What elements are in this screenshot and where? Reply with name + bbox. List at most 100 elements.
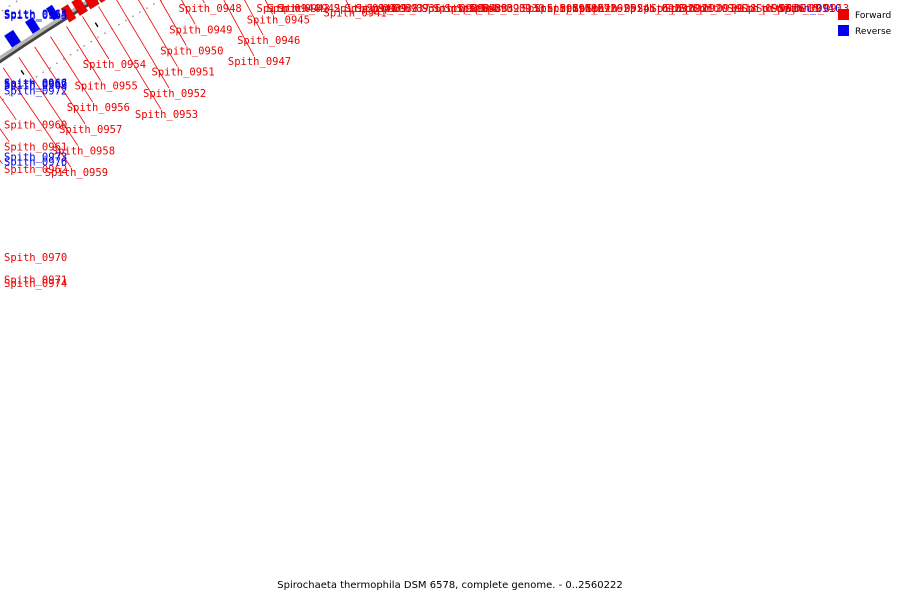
gene-label: Spith_0952 <box>143 88 206 100</box>
reverse-strand-genes <box>3 4 60 48</box>
gene-label: Spith_0919 <box>679 3 742 15</box>
gene-block <box>99 0 107 4</box>
gene-block <box>3 29 22 48</box>
track-dot <box>28 80 31 83</box>
gene-label: Spith_0940 <box>334 3 397 15</box>
leader-line <box>34 46 86 125</box>
gene-label: Spith_0923 <box>624 3 687 15</box>
gene-label: Spith_0945 <box>247 14 310 26</box>
gene-label: Spith_0974 <box>4 278 67 290</box>
gene-label: Spith_0917 <box>727 3 790 15</box>
gene-label: Spith_0951 <box>152 67 215 79</box>
leader-line <box>244 0 264 36</box>
gene-label: Spith_0948 <box>179 3 242 15</box>
track-dot <box>118 23 120 26</box>
gene-label: Spith_0972 <box>4 86 67 98</box>
track-dot <box>132 15 134 18</box>
track-dot <box>56 62 58 65</box>
gene-labels: Spith_0910Spith_0913Spith_0914Spith_0915… <box>4 3 849 290</box>
gene-label: Spith_0970 <box>4 252 67 264</box>
leader-line <box>116 0 170 89</box>
gene-label: Spith_0941 <box>324 8 387 20</box>
gene-block <box>24 16 41 35</box>
gene-label: Spith_0927 <box>547 3 610 15</box>
gene-label: Spith_0963 <box>4 9 67 21</box>
inner-dotted-track <box>2 0 162 101</box>
track-dot <box>22 85 24 87</box>
gene-label: Spith_0933 <box>445 3 508 15</box>
gene-label: Spith_0960 <box>4 120 67 132</box>
gene-label: Spith_0950 <box>160 46 223 58</box>
gene-label: Spith_0920 <box>665 3 728 15</box>
leader-line <box>50 36 94 103</box>
gene-label: Spith_0936 <box>378 3 441 15</box>
gene-label: Spith_0944 <box>257 3 320 15</box>
track-dot <box>83 45 86 47</box>
gene-label: Spith_0965 <box>4 10 67 22</box>
gene-label: Spith_0959 <box>45 167 108 179</box>
gene-label: Spith_0915 <box>756 3 819 15</box>
gene-label: Spith_0921 <box>651 3 714 15</box>
gene-label: Spith_0929 <box>522 3 585 15</box>
track-dot <box>90 40 93 43</box>
gene-label: Spith_0926 <box>560 3 623 15</box>
gene-label: Spith_0973 <box>4 152 67 164</box>
leader-line <box>18 57 79 146</box>
track-dot <box>97 36 99 39</box>
track-dot <box>69 53 72 56</box>
gene-label: Spith_0914 <box>771 3 834 15</box>
gene-label: Spith_0922 <box>637 3 700 15</box>
track-dot <box>125 19 127 22</box>
gene-block <box>71 0 89 17</box>
track-dot <box>76 49 79 52</box>
track-dot <box>15 0 18 3</box>
scale-ticks <box>20 22 99 75</box>
gene-label: Spith_0956 <box>67 102 130 114</box>
gene-block <box>84 0 100 10</box>
gene-label: Spith_0930 <box>481 3 544 15</box>
gene-label: Spith_0924 <box>586 3 649 15</box>
gene-label: Spith_0964 <box>4 9 67 21</box>
legend-reverse-label: Reverse <box>855 27 892 37</box>
forward-strand-genes <box>60 0 107 23</box>
gene-label: Spith_0942 <box>277 3 340 15</box>
gene-label: Spith_0935 <box>422 3 485 15</box>
gene-label: Spith_0976 <box>4 157 67 169</box>
gene-label: Spith_0937 <box>367 3 430 15</box>
gene-label: Spith_0934 <box>433 3 496 15</box>
gene-label: Spith_0910 <box>778 3 841 15</box>
legend-forward-swatch <box>838 9 849 20</box>
genome-backbone <box>0 0 94 61</box>
track-dot <box>146 7 148 9</box>
track-dot <box>49 67 51 69</box>
gene-label: Spith_0932 <box>456 3 519 15</box>
gene-label: Spith_0931 <box>469 3 532 15</box>
track-dot <box>35 75 38 78</box>
gene-label: Spith_0971 <box>4 275 67 287</box>
gene-label: Spith_0962 <box>4 164 67 176</box>
leader-line <box>264 0 274 15</box>
track-dot <box>153 3 155 5</box>
track-dot <box>1 9 4 12</box>
gene-label: Spith_0955 <box>75 81 138 93</box>
gene-label: Spith_0953 <box>135 109 198 121</box>
gene-label: Spith_0916 <box>742 3 805 15</box>
scale-tick-inner <box>94 22 99 28</box>
leader-line <box>0 128 10 142</box>
leader-line <box>98 6 162 110</box>
track-dot <box>104 32 106 34</box>
gene-block <box>45 4 60 21</box>
track-dot <box>8 94 11 96</box>
gene-label: Spith_0966 <box>4 78 67 90</box>
gene-label: Spith_0961 <box>4 142 67 154</box>
leader-line <box>223 0 255 57</box>
gene-label: Spith_0925 <box>573 3 636 15</box>
legend-reverse-swatch <box>838 25 849 36</box>
gene-block <box>60 4 77 23</box>
legend: Forward Reverse <box>838 9 892 37</box>
track-dot <box>8 5 11 7</box>
leader-line <box>66 26 101 81</box>
outer-dotted-track <box>1 0 18 12</box>
gene-label: Spith_0918 <box>693 3 756 15</box>
